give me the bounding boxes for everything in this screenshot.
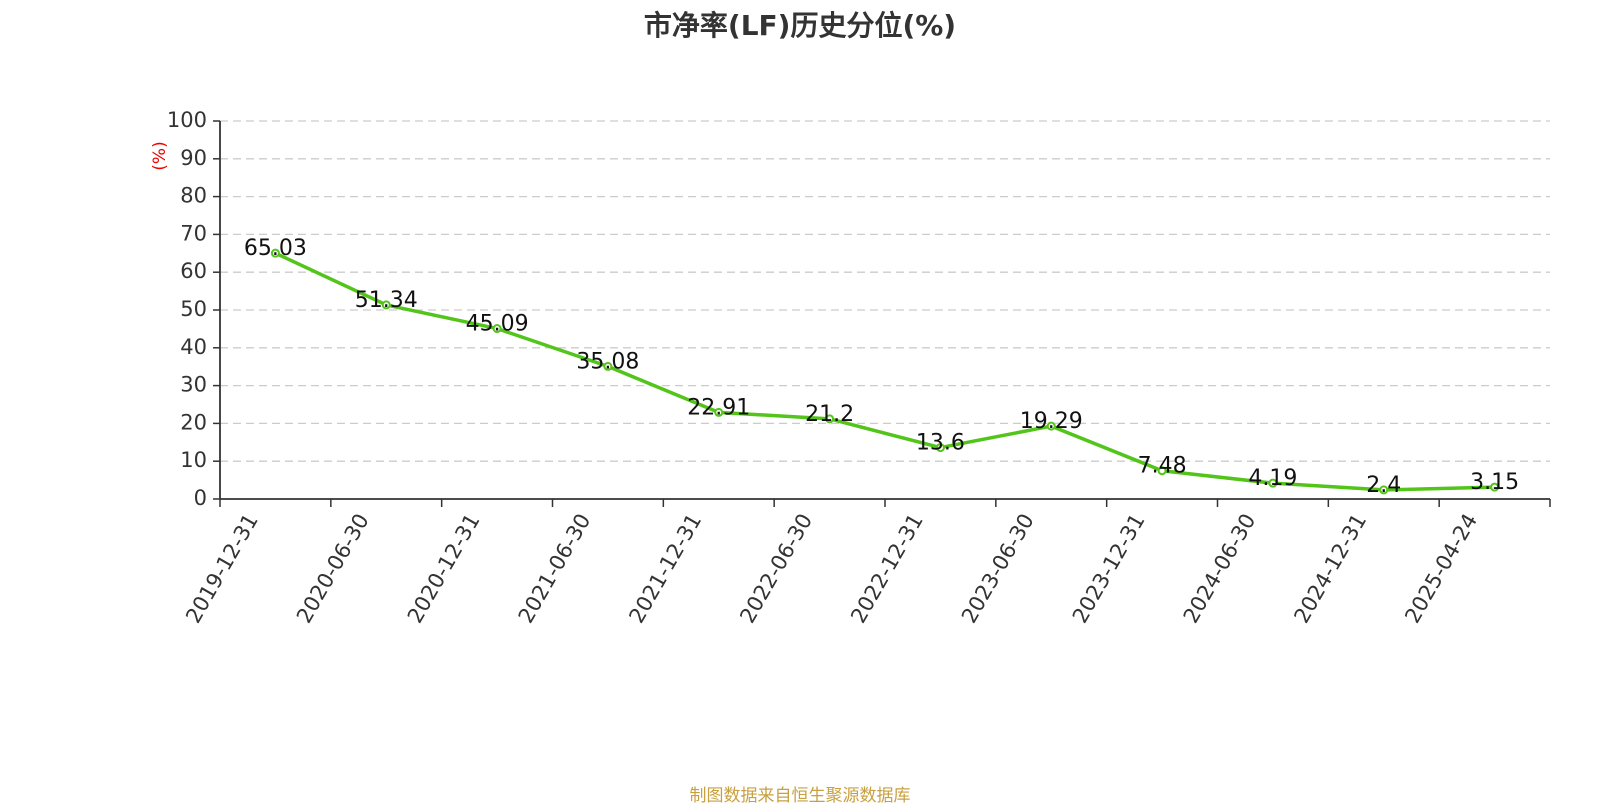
y-tick-label: 0 bbox=[194, 486, 207, 510]
data-point bbox=[1157, 466, 1167, 476]
x-tick-label: 2023-06-30 bbox=[957, 510, 1039, 628]
data-point bbox=[381, 300, 391, 310]
data-label: 19.29 bbox=[1020, 409, 1083, 434]
data-point bbox=[1490, 482, 1500, 492]
data-point bbox=[935, 443, 945, 453]
data-label: 13.6 bbox=[916, 431, 965, 456]
x-tick-label: 2021-12-31 bbox=[624, 510, 706, 628]
y-tick-label: 80 bbox=[180, 184, 207, 208]
y-tick-label: 50 bbox=[180, 297, 207, 321]
x-tick-label: 2023-12-31 bbox=[1068, 510, 1150, 628]
data-point bbox=[1046, 421, 1056, 431]
x-tick-label: 2019-12-31 bbox=[181, 510, 263, 628]
x-tick-label: 2024-06-30 bbox=[1179, 510, 1261, 628]
y-tick-label: 30 bbox=[180, 373, 207, 397]
y-tick-label: 100 bbox=[167, 108, 207, 132]
chart-title: 市净率(LF)历史分位(%) bbox=[643, 9, 957, 42]
data-point bbox=[714, 407, 724, 417]
data-point bbox=[825, 414, 835, 424]
y-tick-label: 60 bbox=[180, 259, 207, 283]
x-tick-label: 2025-04-24 bbox=[1400, 510, 1482, 628]
grid-lines bbox=[220, 120, 1550, 462]
x-tick-label: 2024-12-31 bbox=[1289, 510, 1371, 628]
series-line bbox=[274, 251, 1495, 492]
x-tick-label: 2021-06-30 bbox=[514, 510, 596, 628]
y-tick-label: 40 bbox=[180, 335, 207, 359]
data-label: 51.34 bbox=[355, 288, 418, 313]
data-point bbox=[603, 361, 613, 371]
data-label: 45.09 bbox=[466, 312, 529, 337]
data-label: 3.15 bbox=[1470, 470, 1519, 495]
data-point bbox=[1268, 478, 1278, 488]
axes: 0 10 20 30 40 50 60 70 80 90 100 2019-12-31 2020-06-… bbox=[167, 108, 1551, 628]
data-label: 2.4 bbox=[1366, 473, 1401, 498]
data-label: 7.48 bbox=[1138, 454, 1187, 479]
y-tick-label: 70 bbox=[180, 221, 207, 245]
data-label: 65.03 bbox=[244, 236, 307, 261]
data-label: 21.2 bbox=[805, 402, 854, 427]
data-label: 4.19 bbox=[1248, 466, 1297, 491]
x-tick-label: 2022-12-31 bbox=[846, 510, 928, 628]
data-label: 22.91 bbox=[687, 395, 750, 420]
x-tick-label: 2020-12-31 bbox=[403, 510, 485, 628]
data-point bbox=[1379, 485, 1389, 495]
y-tick-label: 20 bbox=[180, 410, 207, 434]
data-label: 35.08 bbox=[576, 349, 639, 374]
y-tick-label: 10 bbox=[180, 448, 207, 472]
data-point bbox=[492, 324, 502, 334]
y-axis-label: (%) bbox=[150, 141, 170, 170]
data-point bbox=[270, 248, 280, 258]
series bbox=[270, 248, 1500, 495]
x-tick-label: 2022-06-30 bbox=[735, 510, 817, 628]
data-labels: 65.03 51.34 45.09 35.08 22.91 21.2 13.6 19.29 7.… bbox=[244, 236, 1519, 498]
x-tick-label: 2020-06-30 bbox=[292, 510, 374, 628]
source-note: 制图数据来自恒生聚源数据库 bbox=[689, 786, 911, 806]
y-tick-label: 90 bbox=[180, 146, 207, 170]
